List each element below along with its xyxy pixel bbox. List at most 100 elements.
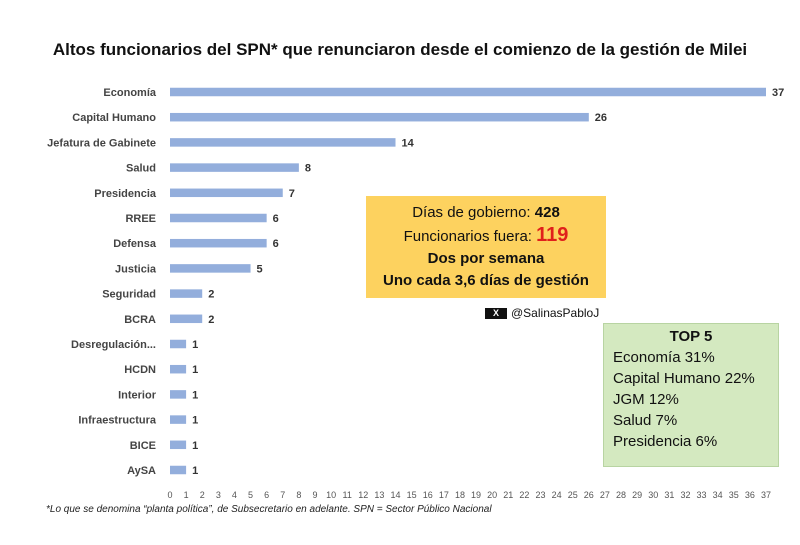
dias-row: Días de gobierno: 428 <box>366 202 606 224</box>
x-tick-label: 15 <box>407 490 417 500</box>
twitter-handle: X @SalinasPabloJ <box>485 306 599 320</box>
funcionarios-label: Funcionarios fuera: <box>403 228 532 245</box>
category-label: RREE <box>125 213 156 225</box>
bar <box>170 289 203 298</box>
data-label: 1 <box>192 440 198 452</box>
category-label: Seguridad <box>102 289 156 301</box>
bar <box>170 339 187 349</box>
x-tick-label: 37 <box>761 490 771 500</box>
category-label: Economía <box>103 87 156 99</box>
data-label: 14 <box>402 137 415 149</box>
category-label: Infraestructura <box>78 415 157 427</box>
handle-text: @SalinasPabloJ <box>511 306 600 320</box>
chart-title: Altos funcionarios del SPN* que renuncia… <box>52 40 748 59</box>
x-tick-label: 6 <box>264 490 269 500</box>
x-tick-label: 7 <box>280 490 285 500</box>
x-tick-label: 12 <box>358 490 368 500</box>
bar <box>170 314 203 324</box>
x-tick-label: 35 <box>729 490 739 500</box>
bar <box>170 213 267 223</box>
bar <box>170 112 589 122</box>
data-label: 1 <box>192 415 198 427</box>
x-tick-label: 22 <box>519 490 529 500</box>
uno-cada: Uno cada 3,6 días de gestión <box>383 272 589 289</box>
x-tick-label: 2 <box>200 490 205 500</box>
bar <box>170 163 299 172</box>
dos-por-semana: Dos por semana <box>427 250 545 267</box>
top5-item: Presidencia 6% <box>613 433 718 450</box>
category-label: Jefatura de Gabinete <box>47 137 156 149</box>
x-tick-label: 24 <box>552 490 562 500</box>
x-tick-label: 3 <box>216 490 221 500</box>
x-tick-label: 5 <box>248 490 253 500</box>
x-tick-label: 29 <box>632 490 642 500</box>
data-label: 37 <box>772 87 784 99</box>
category-label: Capital Humano <box>72 112 156 124</box>
x-tick-label: 26 <box>584 490 594 500</box>
category-label: Presidencia <box>94 188 157 200</box>
category-label: AySA <box>127 465 156 477</box>
category-label: Justicia <box>115 263 157 275</box>
x-tick-label: 14 <box>391 490 401 500</box>
bar <box>170 465 187 475</box>
funcionarios-row: Funcionarios fuera: 119 <box>366 224 606 248</box>
category-label: BCRA <box>124 314 156 326</box>
top5-item: Capital Humano 22% <box>613 370 755 387</box>
category-label: Salud <box>126 163 156 175</box>
data-label: 5 <box>257 263 263 275</box>
x-tick-label: 10 <box>326 490 336 500</box>
data-label: 6 <box>273 238 279 250</box>
x-tick-label: 8 <box>296 490 301 500</box>
x-tick-label: 28 <box>616 490 626 500</box>
top5-box: TOP 5 Economía 31% Capital Humano 22% JG… <box>603 323 779 467</box>
data-label: 1 <box>192 389 198 401</box>
top5-item: Salud 7% <box>613 412 678 429</box>
top5-item: Economía 31% <box>613 349 715 366</box>
category-label: BICE <box>130 440 156 452</box>
x-tick-label: 31 <box>664 490 674 500</box>
bar <box>170 440 187 450</box>
bar <box>170 87 766 97</box>
x-tick-label: 33 <box>697 490 707 500</box>
x-tick-label: 9 <box>312 490 317 500</box>
x-tick-label: 19 <box>471 490 481 500</box>
category-label: HCDN <box>124 364 156 376</box>
x-tick-label: 32 <box>680 490 690 500</box>
info-box: Días de gobierno: 428 Funcionarios fuera… <box>366 196 606 298</box>
data-label: 2 <box>208 289 214 301</box>
x-tick-label: 1 <box>184 490 189 500</box>
x-tick-label: 4 <box>232 490 237 500</box>
x-tick-label: 27 <box>600 490 610 500</box>
data-label: 8 <box>305 163 311 175</box>
x-tick-label: 17 <box>439 490 449 500</box>
data-label: 1 <box>192 465 198 477</box>
x-logo-icon: X <box>485 307 507 319</box>
x-tick-label: 13 <box>374 490 384 500</box>
data-label: 26 <box>595 112 607 124</box>
dias-value: 428 <box>534 204 560 221</box>
data-label: 7 <box>289 188 295 200</box>
x-tick-label: 23 <box>535 490 545 500</box>
x-tick-label: 25 <box>568 490 578 500</box>
bar <box>170 390 187 399</box>
bar <box>170 264 251 273</box>
top5-title: TOP 5 <box>669 328 713 345</box>
footnote: *Lo que se denomina “planta política”, d… <box>46 504 492 515</box>
x-tick-label: 11 <box>343 490 352 500</box>
x-tick-label: 18 <box>455 490 465 500</box>
data-label: 2 <box>208 314 214 326</box>
bar <box>170 138 396 147</box>
category-label: Desregulación... <box>71 339 156 351</box>
dias-label: Días de gobierno: <box>412 204 531 221</box>
bar <box>170 364 187 374</box>
bar <box>170 415 187 424</box>
top5-item: JGM 12% <box>613 391 679 408</box>
x-tick-label: 0 <box>167 490 172 500</box>
category-label: Defensa <box>113 238 157 250</box>
x-tick-label: 34 <box>713 490 723 500</box>
x-tick-label: 20 <box>487 490 497 500</box>
bar <box>170 188 283 198</box>
data-label: 6 <box>273 213 279 225</box>
category-label: Interior <box>118 389 157 401</box>
